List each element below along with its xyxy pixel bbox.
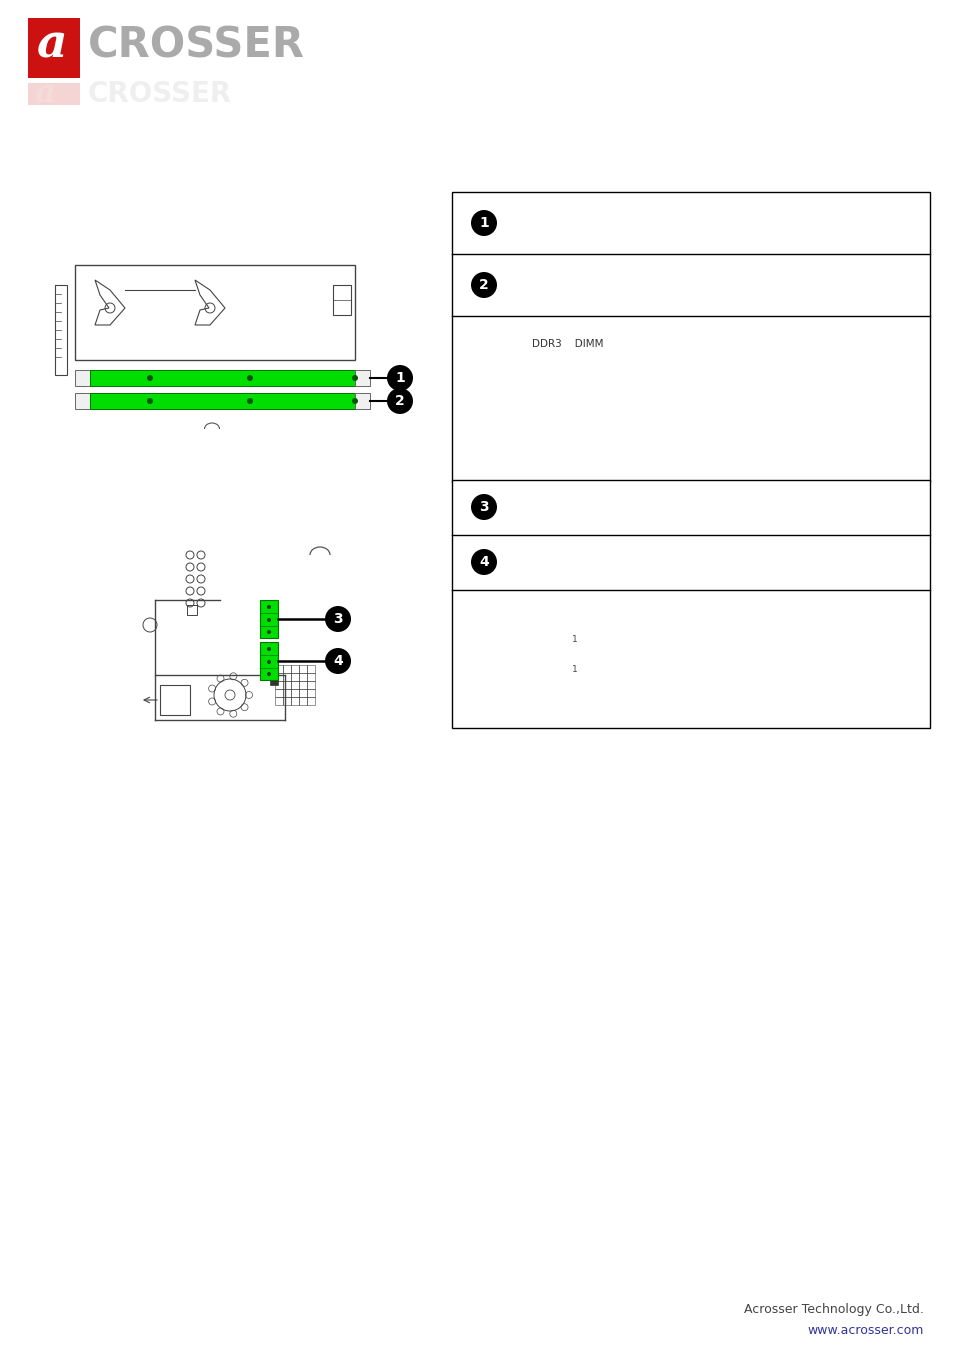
Text: DDR3    DIMM: DDR3 DIMM (532, 339, 603, 350)
Bar (274, 666, 283, 674)
Bar (298, 674, 307, 680)
Circle shape (325, 606, 351, 632)
Text: www.acrosser.com: www.acrosser.com (807, 1323, 923, 1336)
Bar (507, 660, 514, 674)
Bar (270, 649, 277, 684)
Circle shape (325, 648, 351, 674)
Bar (550, 640, 556, 653)
Bar (355, 393, 370, 409)
Text: CROSSER: CROSSER (88, 24, 305, 66)
Circle shape (387, 364, 413, 391)
Circle shape (471, 271, 497, 298)
Text: 4: 4 (478, 555, 488, 568)
Bar (550, 660, 556, 674)
Bar (291, 674, 298, 680)
Bar (307, 666, 314, 674)
Text: 3: 3 (478, 500, 488, 514)
Circle shape (247, 398, 253, 404)
Bar (291, 697, 298, 705)
Bar (283, 680, 291, 688)
Circle shape (267, 605, 271, 609)
Bar (291, 688, 298, 697)
Bar (333, 285, 351, 315)
Text: a: a (36, 22, 67, 68)
Bar (283, 666, 291, 674)
Bar (536, 660, 541, 674)
Bar (307, 680, 314, 688)
Bar (291, 666, 298, 674)
Circle shape (352, 375, 357, 381)
Bar (291, 680, 298, 688)
Bar (28, 18, 80, 78)
Text: 1: 1 (572, 636, 578, 644)
Bar (187, 605, 196, 616)
Bar (521, 660, 527, 674)
Text: 1: 1 (478, 216, 488, 230)
Bar (307, 697, 314, 705)
Bar (507, 640, 514, 653)
Circle shape (352, 398, 357, 404)
Bar (283, 688, 291, 697)
Circle shape (471, 549, 497, 575)
Circle shape (471, 211, 497, 236)
Bar (298, 697, 307, 705)
Bar (298, 666, 307, 674)
Circle shape (267, 647, 271, 651)
Bar (274, 674, 283, 680)
Bar (274, 680, 283, 688)
Bar (505, 614, 562, 678)
Bar (452, 192, 929, 482)
Text: 4: 4 (333, 653, 342, 668)
Text: 2: 2 (395, 394, 404, 408)
Bar (486, 333, 826, 364)
Bar (501, 602, 566, 682)
Text: 3: 3 (333, 612, 342, 626)
Bar (307, 688, 314, 697)
Bar (808, 352, 826, 377)
Circle shape (387, 387, 413, 414)
Bar (28, 82, 80, 105)
Bar (536, 640, 541, 653)
Bar (75, 265, 355, 360)
Circle shape (267, 660, 271, 664)
Bar (283, 697, 291, 705)
Circle shape (267, 618, 271, 622)
Circle shape (247, 375, 253, 381)
Bar (260, 643, 277, 680)
Circle shape (471, 494, 497, 520)
Bar (307, 674, 314, 680)
Text: CROSSER: CROSSER (88, 80, 232, 108)
Bar (90, 370, 355, 386)
Bar (160, 684, 190, 716)
Text: Acrosser Technology Co.,Ltd.: Acrosser Technology Co.,Ltd. (743, 1304, 923, 1316)
Text: 1: 1 (572, 666, 578, 675)
Text: 2: 2 (478, 278, 488, 292)
Bar (274, 688, 283, 697)
Bar (486, 352, 504, 377)
Text: a: a (36, 78, 55, 109)
Circle shape (147, 375, 152, 381)
Text: 1: 1 (395, 371, 404, 385)
Circle shape (147, 398, 152, 404)
Bar (90, 393, 355, 409)
Bar (355, 370, 370, 386)
Circle shape (267, 672, 271, 676)
Bar (75, 393, 90, 409)
Bar (521, 640, 527, 653)
Bar (298, 688, 307, 697)
Bar (452, 481, 929, 728)
Bar (260, 599, 277, 639)
Bar (55, 285, 67, 375)
Bar (298, 680, 307, 688)
Bar (75, 370, 90, 386)
Bar (283, 674, 291, 680)
Circle shape (267, 630, 271, 634)
Bar (274, 697, 283, 705)
